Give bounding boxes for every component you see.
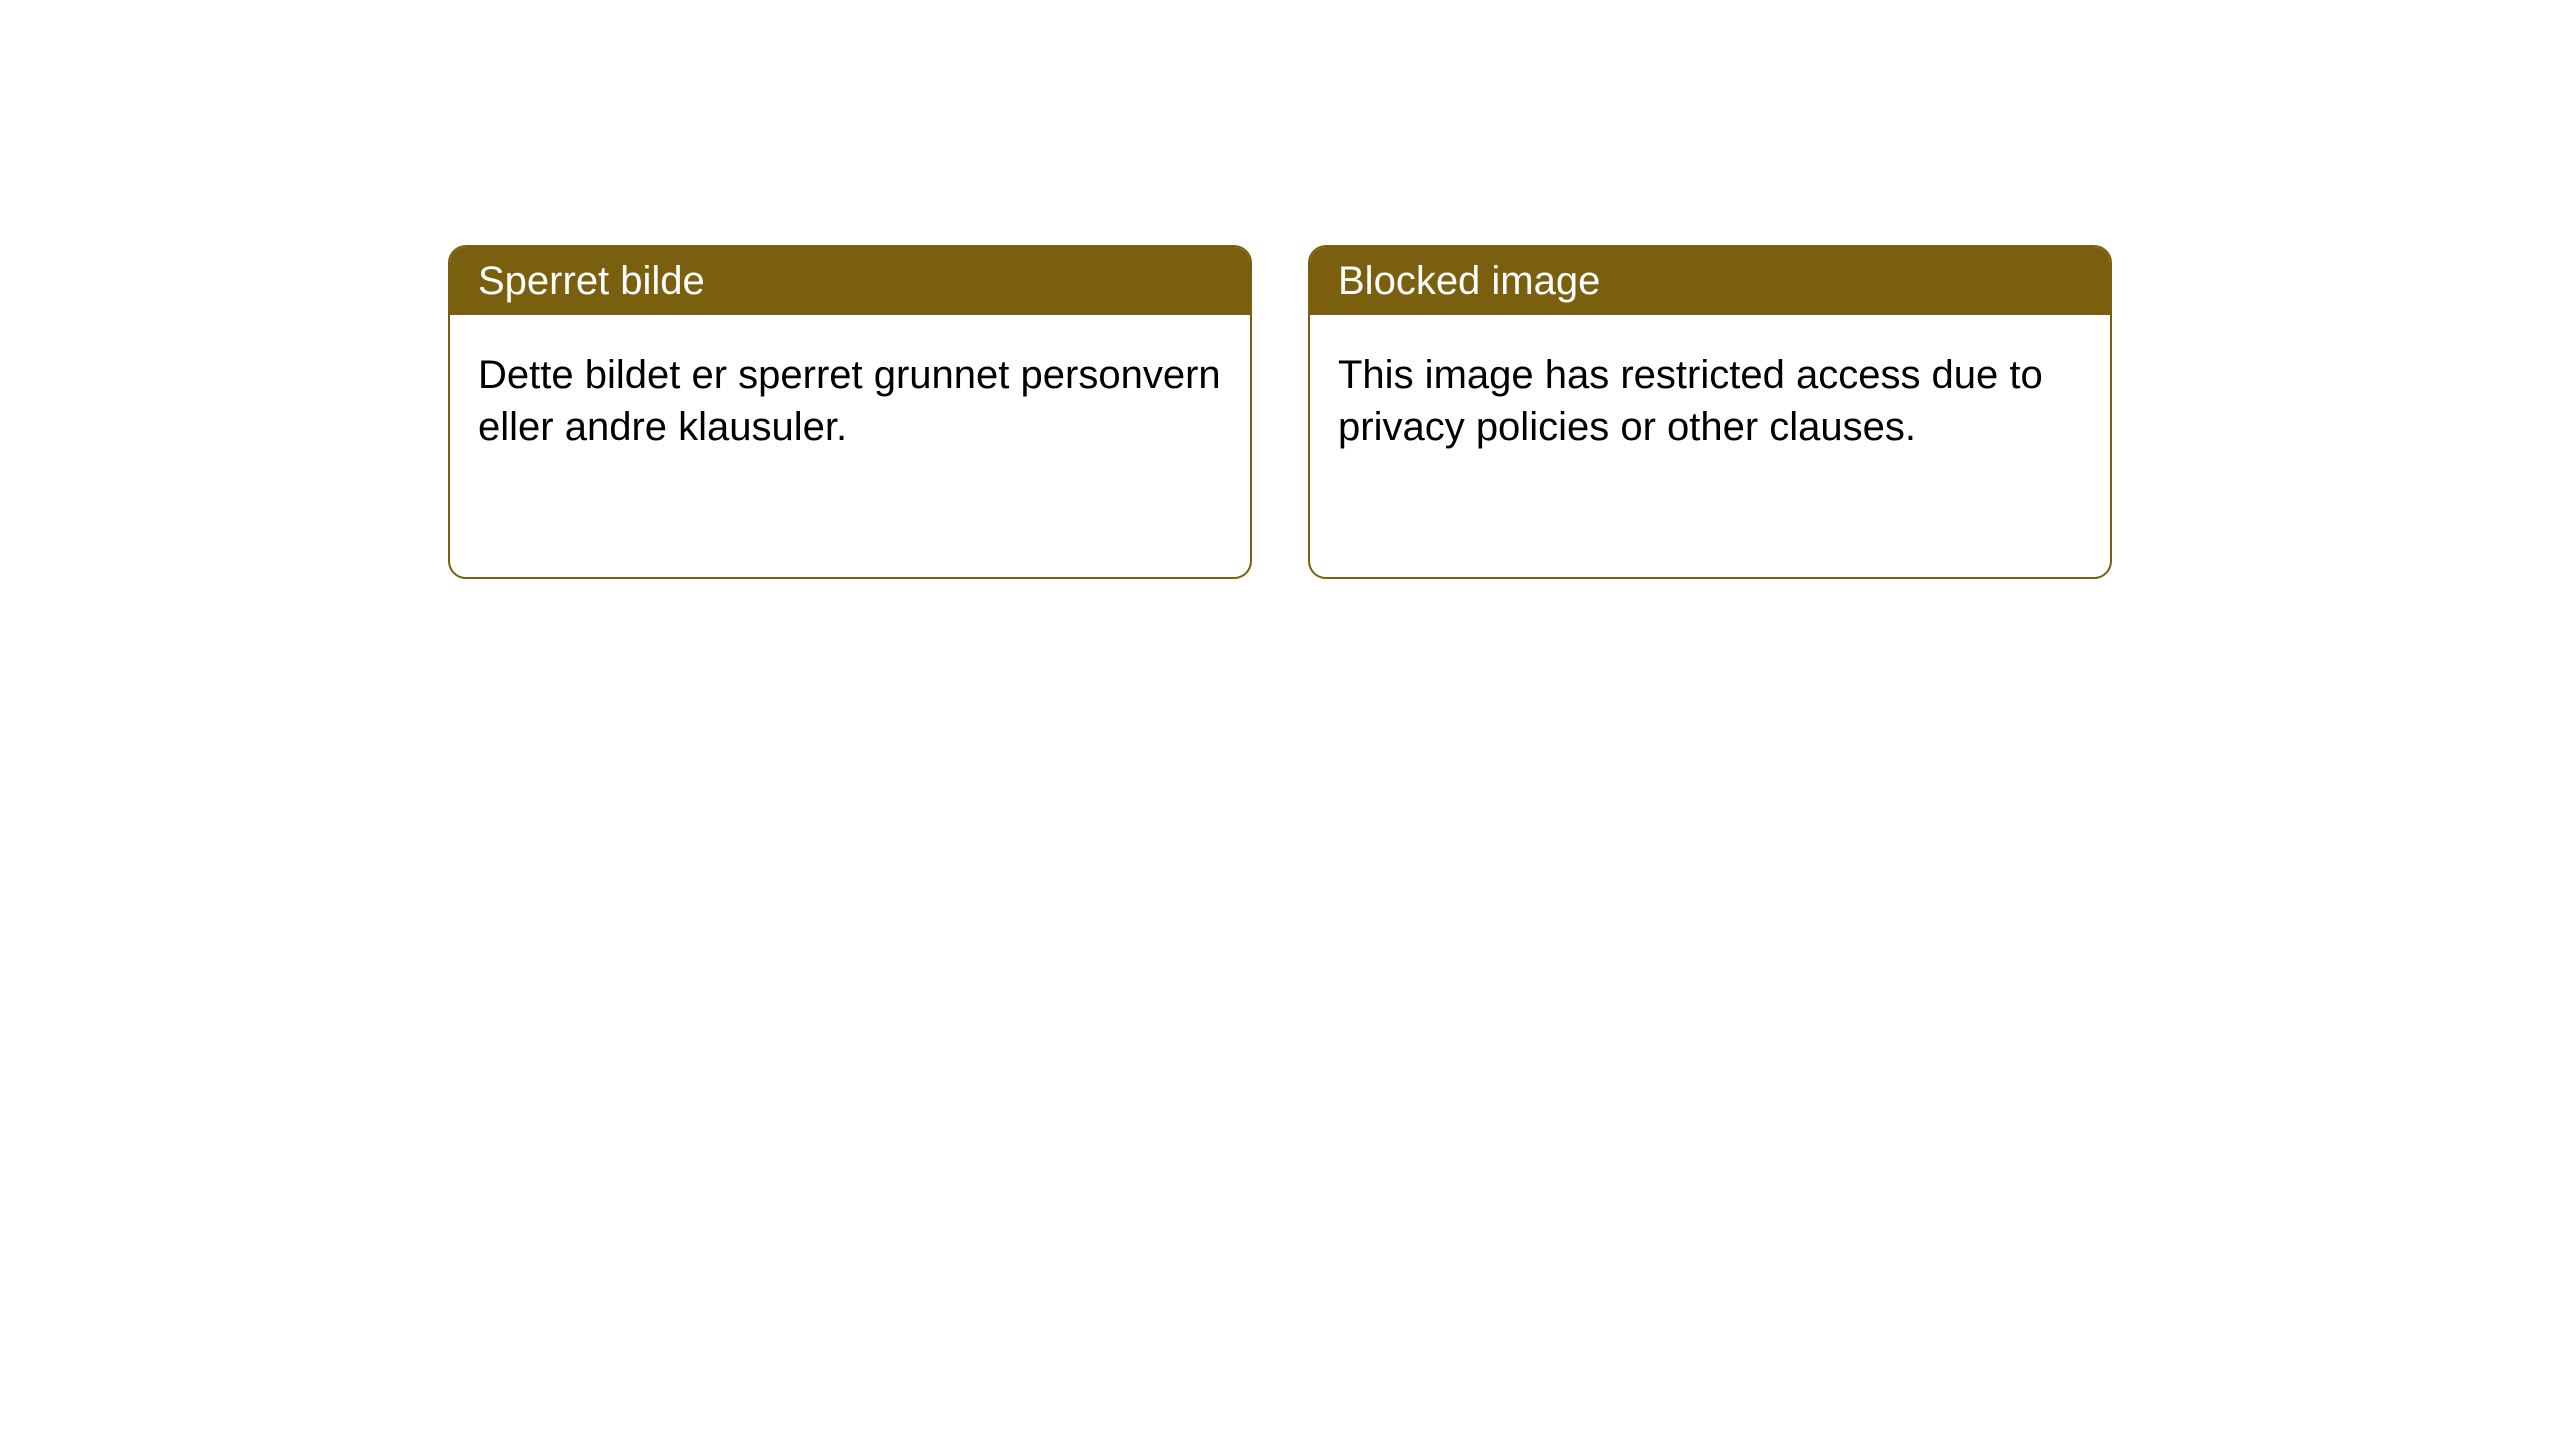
card-body: This image has restricted access due to … bbox=[1310, 315, 2110, 487]
blocked-image-card-en: Blocked image This image has restricted … bbox=[1308, 245, 2112, 579]
blocked-image-card-no: Sperret bilde Dette bildet er sperret gr… bbox=[448, 245, 1252, 579]
card-title: Sperret bilde bbox=[478, 259, 705, 303]
card-header: Sperret bilde bbox=[450, 247, 1250, 315]
cards-container: Sperret bilde Dette bildet er sperret gr… bbox=[0, 0, 2560, 579]
card-header: Blocked image bbox=[1310, 247, 2110, 315]
card-body-text: Dette bildet er sperret grunnet personve… bbox=[478, 353, 1221, 449]
card-body-text: This image has restricted access due to … bbox=[1338, 353, 2043, 449]
card-title: Blocked image bbox=[1338, 259, 1600, 303]
card-body: Dette bildet er sperret grunnet personve… bbox=[450, 315, 1250, 487]
